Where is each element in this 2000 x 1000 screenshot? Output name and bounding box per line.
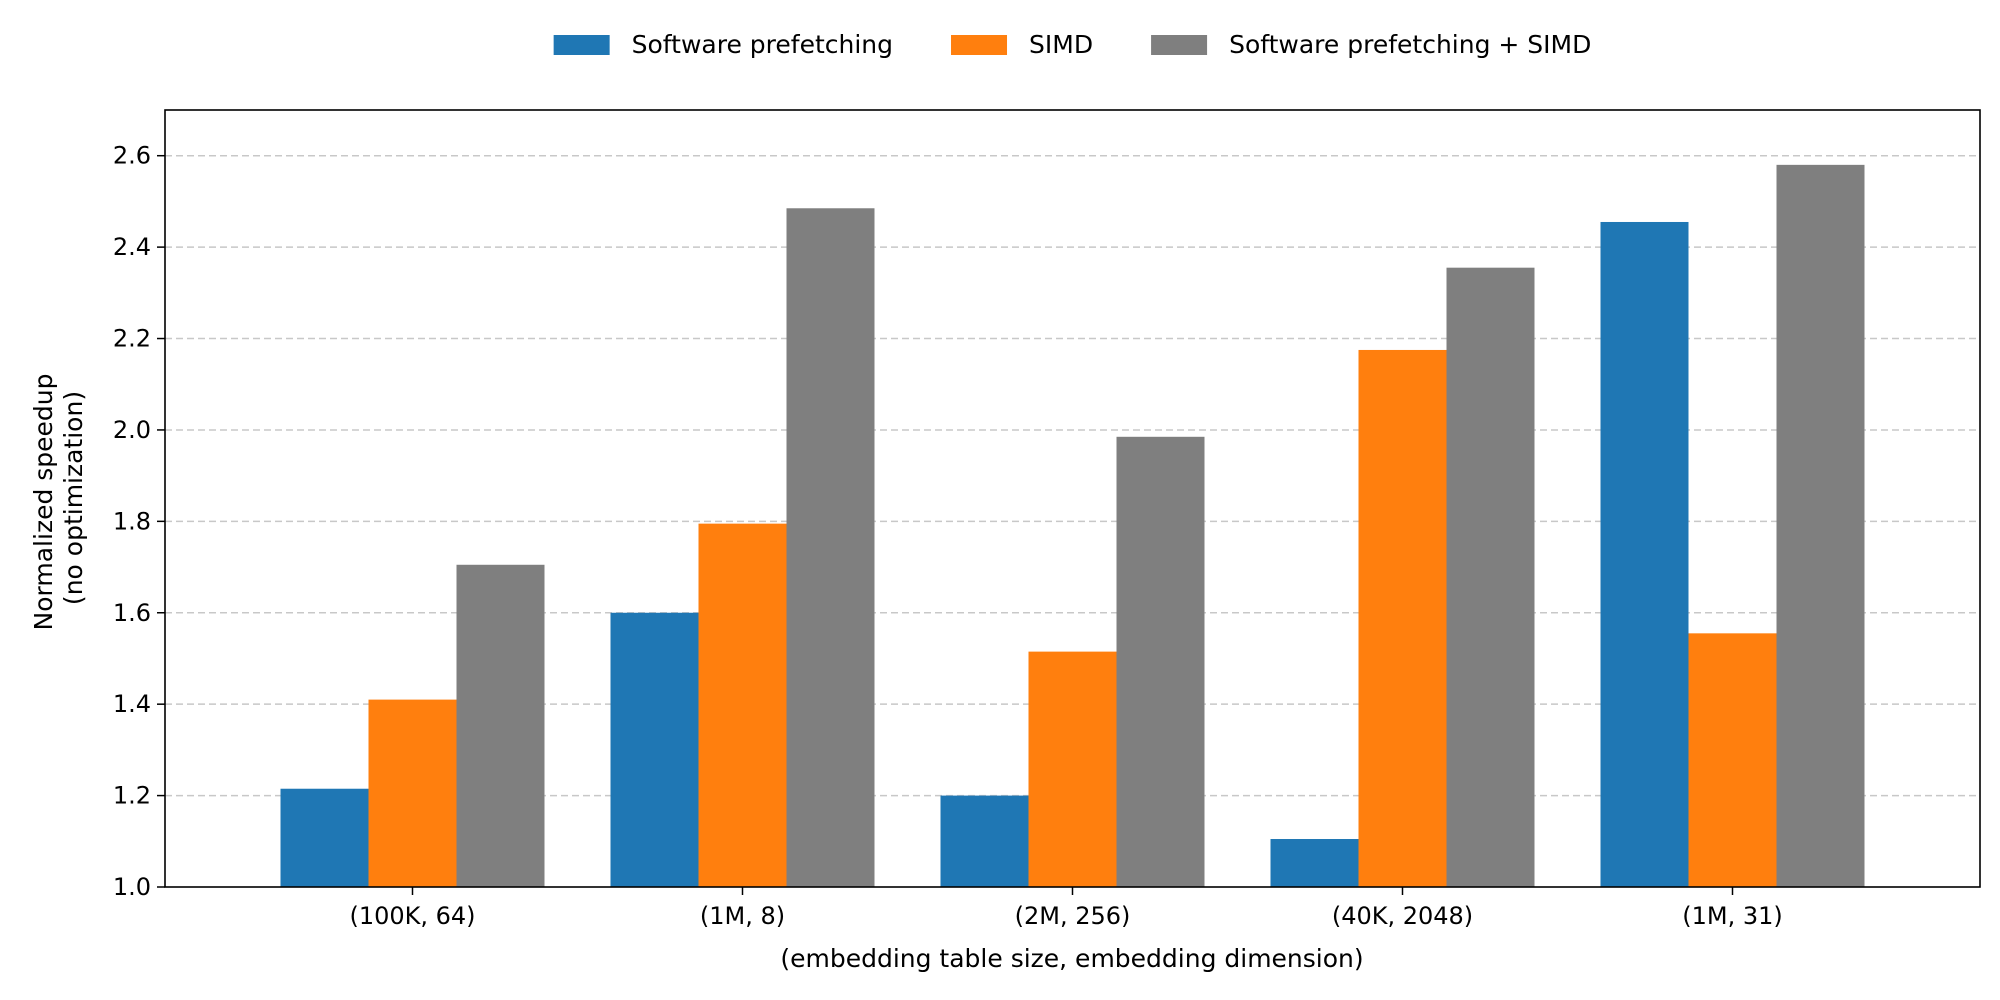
bar — [280, 788, 369, 887]
bar — [1776, 164, 1865, 888]
bar — [1446, 267, 1535, 887]
legend-swatch — [553, 35, 610, 55]
y-tick-label: 1.0 — [113, 873, 151, 901]
bar — [940, 795, 1029, 887]
y-tick-label: 2.0 — [113, 416, 151, 444]
bar — [1600, 221, 1689, 887]
bar — [1028, 651, 1117, 887]
bar — [698, 523, 787, 887]
x-tick-label: (40K, 2048) — [1332, 902, 1473, 930]
legend-label: SIMD — [1029, 30, 1093, 59]
x-axis-label: (embedding table size, embedding dimensi… — [780, 944, 1363, 973]
bar — [1116, 436, 1205, 887]
legend: Software prefetching SIMD Software prefetc… — [553, 30, 1591, 59]
legend-swatch — [1151, 35, 1208, 55]
y-tick-label: 1.6 — [113, 599, 151, 627]
bar — [1688, 633, 1777, 887]
bar — [610, 612, 699, 887]
bar — [1358, 349, 1447, 887]
x-tick-label: (100K, 64) — [349, 902, 475, 930]
bar — [368, 699, 457, 887]
bar — [1270, 839, 1359, 887]
legend-swatch — [951, 35, 1008, 55]
y-tick-label: 2.6 — [113, 142, 151, 170]
y-axis-label-line-1: Normalized speedup — [29, 373, 58, 630]
x-tick-label: (1M, 8) — [700, 902, 785, 930]
y-tick-label: 2.2 — [113, 325, 151, 353]
bar — [786, 208, 875, 888]
y-tick-label: 2.4 — [113, 233, 151, 261]
x-tick-label: (1M, 31) — [1682, 902, 1783, 930]
bar — [456, 564, 545, 887]
legend-label: Software prefetching + SIMD — [1229, 30, 1591, 59]
y-tick-label: 1.4 — [113, 690, 151, 718]
y-axis-label: Normalized speedup (no optimization) — [29, 366, 88, 631]
x-tick-label: (2M, 256) — [1015, 902, 1131, 930]
bars — [280, 164, 1865, 888]
y-tick-label: 1.8 — [113, 507, 151, 535]
y-axis: 1.0 1.2 1.4 1.6 1.8 2.0 2.2 2.4 2.6 — [113, 142, 165, 901]
x-axis: (100K, 64) (1M, 8) (2M, 256) (40K, 2048) (1M… — [349, 887, 1783, 930]
legend-label: Software prefetching — [632, 30, 893, 59]
y-tick-label: 1.2 — [113, 782, 151, 810]
y-axis-label-line-2: (no optimization) — [59, 391, 88, 605]
